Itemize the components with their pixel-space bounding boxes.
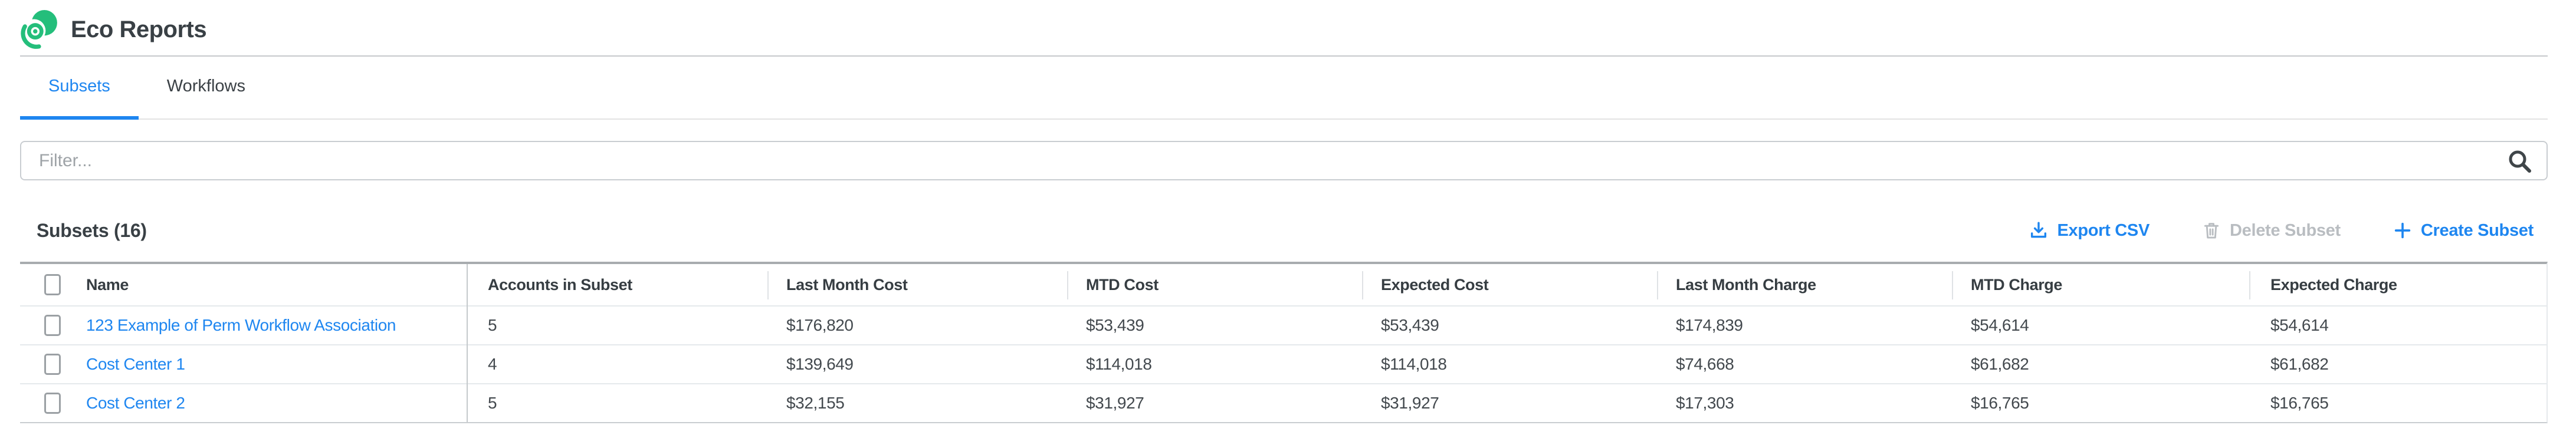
last-month-cost-cell: $32,155 <box>786 394 845 412</box>
app-header: Eco Reports <box>20 0 2548 57</box>
accounts-cell: 4 <box>488 355 497 373</box>
subsets-table: Name Accounts in Subset Last Month Cost … <box>20 262 2548 423</box>
last-month-charge-cell: $17,303 <box>1676 394 1734 412</box>
mtd-cost-cell: $31,927 <box>1086 394 1144 412</box>
table-row: 123 Example of Perm Workflow Association… <box>20 305 2547 344</box>
create-subset-label: Create Subset <box>2420 220 2534 240</box>
filter-bar <box>20 141 2548 180</box>
filter-input[interactable] <box>20 141 2548 180</box>
delete-subset-label: Delete Subset <box>2229 220 2341 240</box>
accounts-cell: 5 <box>488 316 497 334</box>
page-title: Eco Reports <box>71 16 207 42</box>
subset-name-link[interactable]: 123 Example of Perm Workflow Association <box>86 316 396 334</box>
subset-name-cell: Cost Center 1 <box>86 355 467 374</box>
row-checkbox[interactable] <box>44 315 61 336</box>
row-select-cell <box>20 315 86 336</box>
eco-logo-icon <box>20 10 59 49</box>
expected-charge-cell: $61,682 <box>2270 355 2329 373</box>
export-csv-label: Export CSV <box>2057 220 2150 240</box>
section-header: Subsets (16) Export CSV Delete Subset <box>20 204 2548 257</box>
table-row: Cost Center 1 4 $139,649 $114,018 $114,0… <box>20 344 2547 383</box>
tab-bar: Subsets Workflows <box>20 57 2548 120</box>
table-actions: Export CSV Delete Subset Create Subset <box>2029 220 2548 240</box>
mtd-charge-cell: $61,682 <box>1971 355 2029 373</box>
export-csv-button[interactable]: Export CSV <box>2029 220 2150 240</box>
last-month-charge-cell: $174,839 <box>1676 316 1743 334</box>
column-header-last-month-charge: Last Month Charge <box>1657 264 1952 305</box>
section-title: Subsets (16) <box>37 219 147 241</box>
row-checkbox[interactable] <box>44 393 61 414</box>
mtd-cost-cell: $114,018 <box>1086 355 1152 373</box>
column-header-name: Name <box>86 275 129 294</box>
trash-icon <box>2201 220 2221 240</box>
tab-subsets[interactable]: Subsets <box>20 57 139 120</box>
mtd-cost-cell: $53,439 <box>1086 316 1144 334</box>
mtd-charge-cell: $16,765 <box>1971 394 2029 412</box>
column-header-mtd-cost: MTD Cost <box>1067 264 1362 305</box>
subset-name-link[interactable]: Cost Center 2 <box>86 394 185 412</box>
column-header-mtd-charge: MTD Charge <box>1952 264 2249 305</box>
plus-icon <box>2393 220 2413 240</box>
column-header-accounts: Accounts in Subset <box>488 275 632 294</box>
column-header-expected-charge: Expected Charge <box>2249 264 2547 305</box>
row-select-cell <box>20 393 86 414</box>
table-header-row: Name Accounts in Subset Last Month Cost … <box>20 264 2547 305</box>
expected-cost-cell: $53,439 <box>1381 316 1439 334</box>
row-checkbox[interactable] <box>44 354 61 375</box>
column-header-last-month-cost: Last Month Cost <box>767 264 1067 305</box>
select-all-checkbox[interactable] <box>44 274 61 295</box>
expected-charge-cell: $54,614 <box>2270 316 2329 334</box>
subset-name-cell: 123 Example of Perm Workflow Association <box>86 316 467 335</box>
subset-name-cell: Cost Center 2 <box>86 394 467 413</box>
delete-subset-button[interactable]: Delete Subset <box>2201 220 2341 240</box>
download-icon <box>2029 220 2049 240</box>
tab-workflows-label: Workflows <box>166 77 246 95</box>
create-subset-button[interactable]: Create Subset <box>2393 220 2534 240</box>
last-month-cost-cell: $176,820 <box>786 316 854 334</box>
subset-name-link[interactable]: Cost Center 1 <box>86 355 185 373</box>
select-all-cell <box>20 274 86 295</box>
tab-workflows[interactable]: Workflows <box>139 57 274 120</box>
table-row: Cost Center 2 5 $32,155 $31,927 $31,927 … <box>20 383 2547 422</box>
row-select-cell <box>20 354 86 375</box>
search-icon[interactable] <box>2506 148 2532 174</box>
column-header-expected-cost: Expected Cost <box>1362 264 1657 305</box>
tab-subsets-label: Subsets <box>48 77 110 95</box>
expected-cost-cell: $114,018 <box>1381 355 1447 373</box>
expected-charge-cell: $16,765 <box>2270 394 2329 412</box>
last-month-cost-cell: $139,649 <box>786 355 854 373</box>
mtd-charge-cell: $54,614 <box>1971 316 2029 334</box>
last-month-charge-cell: $74,668 <box>1676 355 1734 373</box>
expected-cost-cell: $31,927 <box>1381 394 1439 412</box>
accounts-cell: 5 <box>488 394 497 412</box>
